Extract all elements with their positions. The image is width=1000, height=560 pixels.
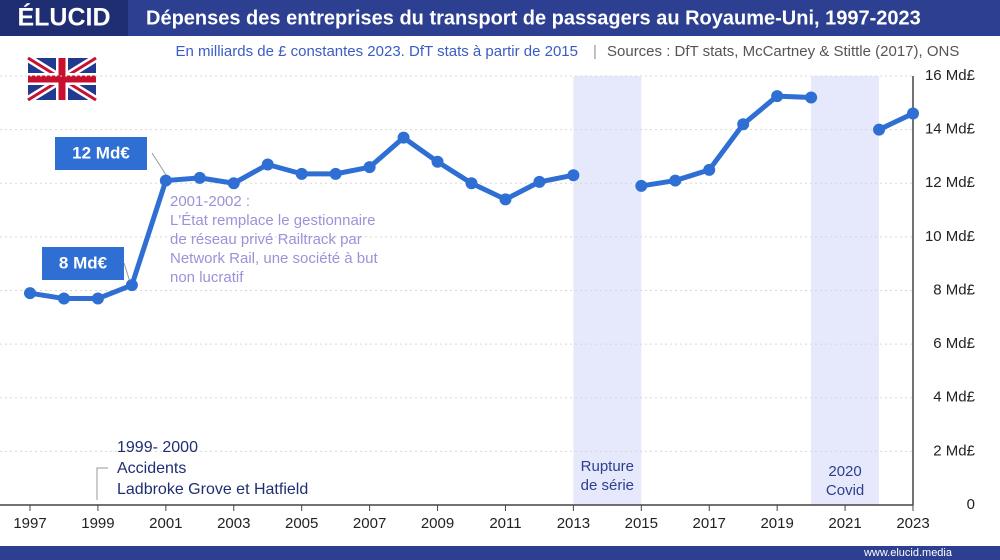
point xyxy=(873,123,886,136)
shaded-region xyxy=(573,76,642,505)
separator: | xyxy=(593,43,597,60)
region-label: 2020 xyxy=(828,463,861,480)
x-tick-label: 2017 xyxy=(693,515,726,532)
point xyxy=(737,118,750,131)
x-tick-label: 2011 xyxy=(489,515,521,532)
uk-flag xyxy=(25,54,99,104)
y-tick-label: 4 Md£ xyxy=(933,389,975,406)
annotation-connector xyxy=(96,467,108,500)
callout-label: 8 Md€ xyxy=(59,253,108,272)
y-tick-label: 2 Md£ xyxy=(933,442,975,459)
source: Sources : DfT stats, McCartney & Stittle… xyxy=(607,43,959,60)
callout-box xyxy=(55,137,147,170)
region-label: de série xyxy=(581,477,634,494)
x-tick-label: 2019 xyxy=(760,515,793,532)
x-tick-label: 1999 xyxy=(81,515,114,532)
point xyxy=(907,107,919,120)
y-tick-label: 0 xyxy=(967,496,975,513)
annotation: L'État remplace le gestionnaire xyxy=(170,212,375,229)
annotation-connector xyxy=(123,262,131,283)
point xyxy=(567,169,580,182)
point xyxy=(669,174,682,187)
chart-title: Dépenses des entreprises du transport de… xyxy=(146,7,921,29)
point xyxy=(295,167,308,180)
footer-bar xyxy=(0,546,1000,560)
logo-box xyxy=(0,0,128,36)
subtitle: En milliards de £ constantes 2023. DfT s… xyxy=(176,43,578,60)
region-label: Rupture xyxy=(581,458,634,475)
y-tick-label: 10 Md£ xyxy=(925,228,976,245)
y-tick-label: 16 Md£ xyxy=(925,67,976,84)
point xyxy=(227,177,240,190)
y-tick-label: 8 Md£ xyxy=(933,281,975,298)
point xyxy=(703,163,716,176)
region-label: Covid xyxy=(826,482,864,499)
annotation-connector xyxy=(151,152,169,179)
point xyxy=(57,292,70,305)
point xyxy=(465,177,478,190)
x-tick-label: 2007 xyxy=(353,515,386,532)
point xyxy=(159,174,172,187)
x-tick-label: 2001 xyxy=(149,515,182,532)
x-tick-label: 2023 xyxy=(896,515,929,532)
annotation: Ladbroke Grove et Hatfield xyxy=(117,481,308,498)
point xyxy=(91,292,104,305)
point xyxy=(261,158,274,171)
point xyxy=(397,131,410,144)
point xyxy=(24,287,36,300)
x-tick-label: 2013 xyxy=(557,515,590,532)
point xyxy=(193,171,206,184)
callout-label: 12 Md€ xyxy=(72,143,130,162)
callout-box xyxy=(42,247,124,280)
x-tick-label: 2021 xyxy=(828,515,861,532)
point xyxy=(635,179,648,192)
y-tick-label: 12 Md£ xyxy=(925,174,976,191)
x-tick-label: 2009 xyxy=(421,515,454,532)
point xyxy=(499,193,512,206)
point xyxy=(431,155,444,168)
point xyxy=(771,90,784,103)
annotation: Accidents xyxy=(117,460,186,477)
point xyxy=(363,161,376,174)
x-tick-label: 2005 xyxy=(285,515,318,532)
point xyxy=(329,167,342,180)
annotation: 1999- 2000 xyxy=(117,439,198,456)
point xyxy=(533,175,546,188)
point xyxy=(125,279,138,292)
footer: www.elucid.media xyxy=(863,547,953,559)
annotation: Network Rail, une société à but xyxy=(170,250,378,267)
annotation: de réseau privé Railtrack par xyxy=(170,231,362,248)
y-tick-label: 14 Md£ xyxy=(925,121,976,138)
y-tick-label: 6 Md£ xyxy=(933,335,975,352)
annotation: 2001-2002 : xyxy=(170,193,250,210)
point xyxy=(805,91,818,104)
x-tick-label: 2015 xyxy=(625,515,658,532)
x-tick-label: 2003 xyxy=(217,515,250,532)
annotation: non lucratif xyxy=(170,269,244,286)
x-tick-label: 1997 xyxy=(13,515,46,532)
header-bar xyxy=(0,0,1000,36)
logo: ÉLUCID xyxy=(17,3,110,32)
